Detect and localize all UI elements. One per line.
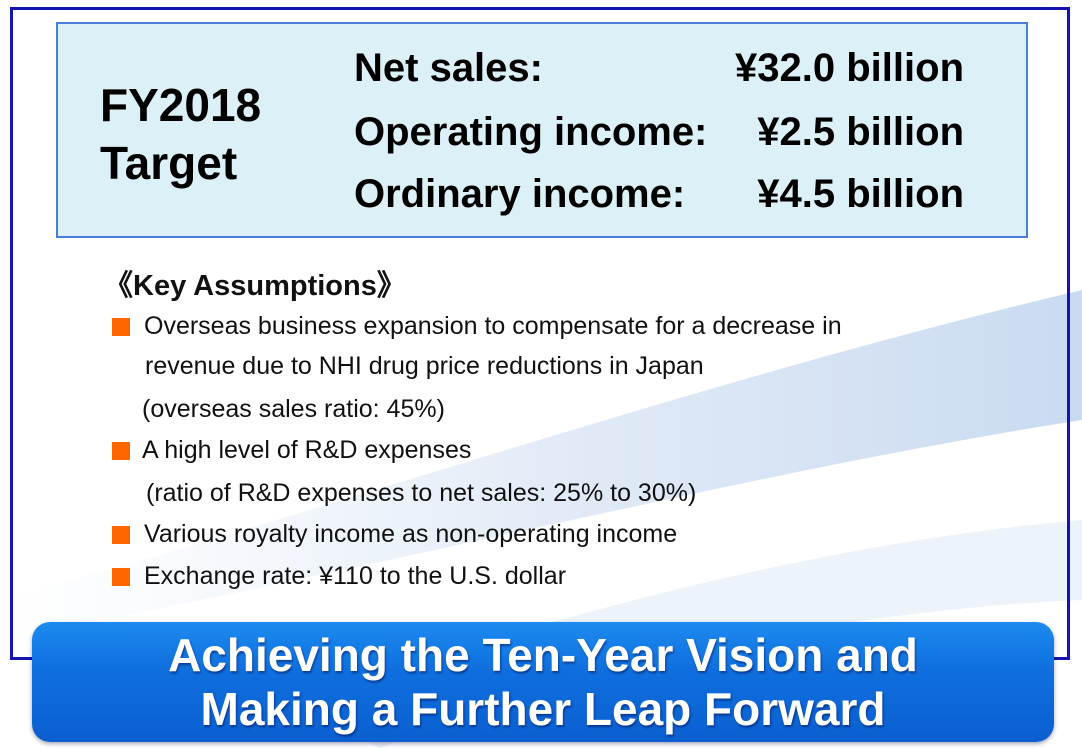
- metric-value: ¥32.0 billion: [735, 46, 964, 90]
- bullet-square-icon: [112, 318, 130, 336]
- assumption-text-continued: revenue due to NHI drug price reductions…: [145, 352, 704, 380]
- assumption-text: A high level of R&D expenses: [142, 436, 472, 464]
- metric-label: Operating income:: [354, 110, 708, 154]
- frame-bottom-right: [1044, 657, 1070, 660]
- metric-value: ¥4.5 billion: [757, 172, 964, 216]
- assumption-text: Exchange rate: ¥110 to the U.S. dollar: [144, 562, 567, 590]
- assumption-text-note: (ratio of R&D expenses to net sales: 25%…: [146, 479, 697, 507]
- vision-banner: Achieving the Ten-Year Vision and Making…: [32, 622, 1054, 742]
- banner-line1: Achieving the Ten-Year Vision and: [168, 629, 918, 681]
- metric-label: Ordinary income:: [354, 172, 686, 216]
- assumption-text: Various royalty income as non-operating …: [144, 520, 678, 548]
- assumption-text-note: (overseas sales ratio: 45%): [142, 395, 445, 423]
- bullet-square-icon: [112, 442, 130, 460]
- bullet-square-icon: [112, 568, 130, 586]
- target-heading-line2: Target: [100, 137, 238, 189]
- frame-bottom-left: [10, 657, 36, 660]
- assumptions-title: 《Key Assumptions》: [104, 270, 406, 302]
- metric-value: ¥2.5 billion: [757, 110, 964, 154]
- target-heading: FY2018 Target: [100, 76, 261, 192]
- target-box: FY2018 Target Net sales: ¥32.0 billion O…: [56, 22, 1028, 238]
- target-heading-line1: FY2018: [100, 79, 262, 131]
- metric-label: Net sales:: [354, 46, 543, 90]
- banner-line2: Making a Further Leap Forward: [200, 683, 886, 735]
- bullet-square-icon: [112, 526, 130, 544]
- assumption-text: Overseas business expansion to compensat…: [144, 312, 842, 340]
- slide-frame: [10, 7, 1070, 660]
